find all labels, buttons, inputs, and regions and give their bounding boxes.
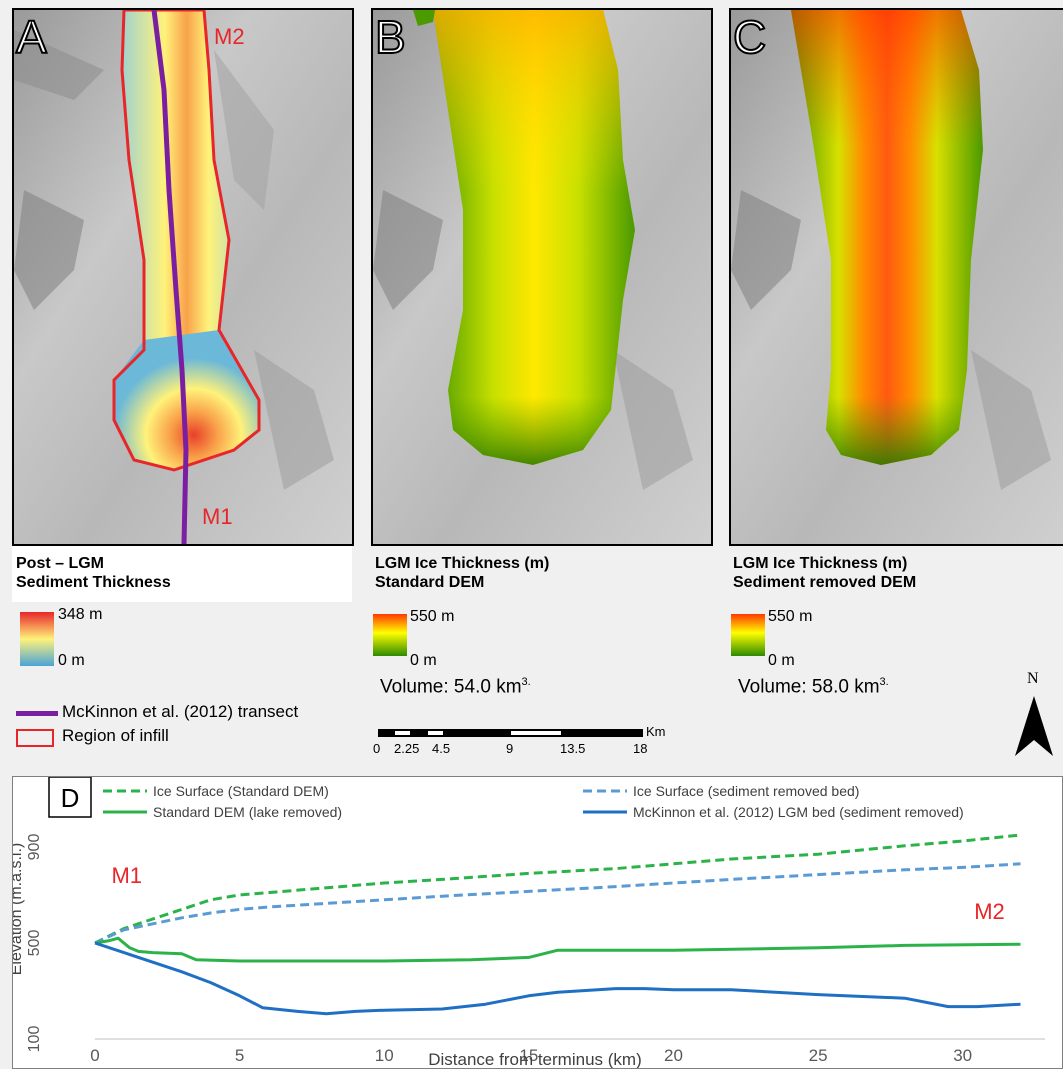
scale-tick-5: 18 xyxy=(633,741,648,756)
legend-title-a-line2: Sediment Thickness xyxy=(16,574,171,591)
legend-title-b-line1: LGM Ice Thickness (m) xyxy=(375,555,550,572)
ice-thickness-sediment-removed-map xyxy=(731,10,1063,544)
scale-bar xyxy=(378,729,643,737)
legend-title-c-line1: LGM Ice Thickness (m) xyxy=(733,555,908,572)
legend-title-a: Post – LGM Sediment Thickness xyxy=(16,554,171,592)
volume-c-text: Volume: 58.0 km xyxy=(738,676,880,698)
sediment-color-ramp xyxy=(20,612,54,666)
panel-label-c: C xyxy=(732,11,767,63)
series-line-1 xyxy=(94,833,1021,945)
elevation-profile-chart: 0 5 10 15 20 25 30 100 500 900 Distance from termi… xyxy=(12,776,1063,1069)
ice-color-ramp-c xyxy=(731,614,765,656)
volume-c-sup: 3. xyxy=(879,676,889,688)
series-line-2 xyxy=(94,862,1021,945)
volume-b-text: Volume: 54.0 km xyxy=(380,676,522,698)
map-panel-b: B xyxy=(371,8,713,546)
panel-label-a: A xyxy=(15,11,48,63)
legend-title-b: LGM Ice Thickness (m) Standard DEM xyxy=(375,554,549,592)
legend-label-1: Ice Surface (Standard DEM) xyxy=(153,783,329,799)
ice-thickness-standard-map xyxy=(373,10,711,544)
elevation-profile-svg: 0 5 10 15 20 25 30 100 500 900 Distance from termi… xyxy=(13,777,1045,1068)
ice-scale-max-c: 550 m xyxy=(768,608,813,625)
ice-color-ramp-b xyxy=(373,614,407,656)
scale-tick-0: 0 xyxy=(373,741,381,756)
volume-b-sup: 3. xyxy=(521,676,531,688)
panel-label-b: B xyxy=(374,11,407,63)
legend-title-bg-a xyxy=(12,546,352,602)
marker-m1: M1 xyxy=(202,504,233,529)
ice-scale-min-b: 0 m xyxy=(410,652,437,669)
scale-tick-3: 9 xyxy=(506,741,514,756)
legend-title-b-line2: Standard DEM xyxy=(375,574,485,591)
map-panel-a: A M2 M1 xyxy=(12,8,354,546)
sediment-scale-min: 0 m xyxy=(58,652,85,669)
ice-scale-min-c: 0 m xyxy=(768,652,795,669)
legend-title-c: LGM Ice Thickness (m) Sediment removed D… xyxy=(733,554,916,592)
panel-label-d: D xyxy=(61,783,80,813)
scale-bar-segment xyxy=(511,731,561,735)
map-panel-c: C xyxy=(729,8,1063,546)
scale-bar-segment xyxy=(395,731,410,735)
sediment-scale-max: 348 m xyxy=(58,606,103,623)
legend-label-4: McKinnon et al. (2012) LGM bed (sediment… xyxy=(633,804,964,820)
chart-annotation-m2: M2 xyxy=(974,899,1005,924)
legend-title-c-line2: Sediment removed DEM xyxy=(733,574,917,591)
marker-m2: M2 xyxy=(214,24,245,49)
series-line-3 xyxy=(94,936,1021,963)
y-axis-title: Elevation (m.a.s.l.) xyxy=(13,843,25,975)
scale-tick-1: 2.25 xyxy=(394,741,420,756)
series-line-4 xyxy=(94,941,1021,1016)
legend-label-2: Ice Surface (sediment removed bed) xyxy=(633,783,859,799)
scale-tick-4: 13.5 xyxy=(560,741,586,756)
infill-legend-swatch xyxy=(16,729,54,747)
transect-legend-label: McKinnon et al. (2012) transect xyxy=(62,702,299,721)
x-tick-label: 20 xyxy=(664,1046,683,1065)
y-tick-label: 900 xyxy=(26,834,43,861)
sediment-thickness-map xyxy=(14,10,352,544)
x-tick-label: 5 xyxy=(235,1046,244,1065)
panel-label-d-box xyxy=(48,777,92,818)
x-tick-label: 10 xyxy=(375,1046,394,1065)
legend-title-a-line1: Post – LGM xyxy=(16,555,105,572)
chart-annotation-m1: M1 xyxy=(111,863,142,888)
infill-legend-label: Region of infill xyxy=(62,726,169,745)
legend-label-3: Standard DEM (lake removed) xyxy=(153,804,342,820)
x-tick-label: 25 xyxy=(809,1046,828,1065)
x-tick-label: 15 xyxy=(519,1046,538,1065)
x-tick-label: 30 xyxy=(953,1046,972,1065)
scale-tick-2: 4.5 xyxy=(432,741,451,756)
volume-c: Volume: 58.0 km3. xyxy=(738,676,889,698)
north-label: N xyxy=(1027,670,1039,687)
scale-bar-segment xyxy=(428,731,443,735)
y-tick-label: 500 xyxy=(26,930,43,957)
ice-scale-max-b: 550 m xyxy=(410,608,455,625)
x-tick-label: 0 xyxy=(90,1046,99,1065)
scale-bar-unit: Km xyxy=(646,724,666,739)
volume-b: Volume: 54.0 km3. xyxy=(380,676,531,698)
x-axis-title: Distance from terminus (km) xyxy=(428,1050,641,1068)
y-tick-label: 100 xyxy=(26,1026,43,1053)
transect-legend-swatch xyxy=(16,711,58,716)
north-arrow-icon xyxy=(1015,696,1053,756)
